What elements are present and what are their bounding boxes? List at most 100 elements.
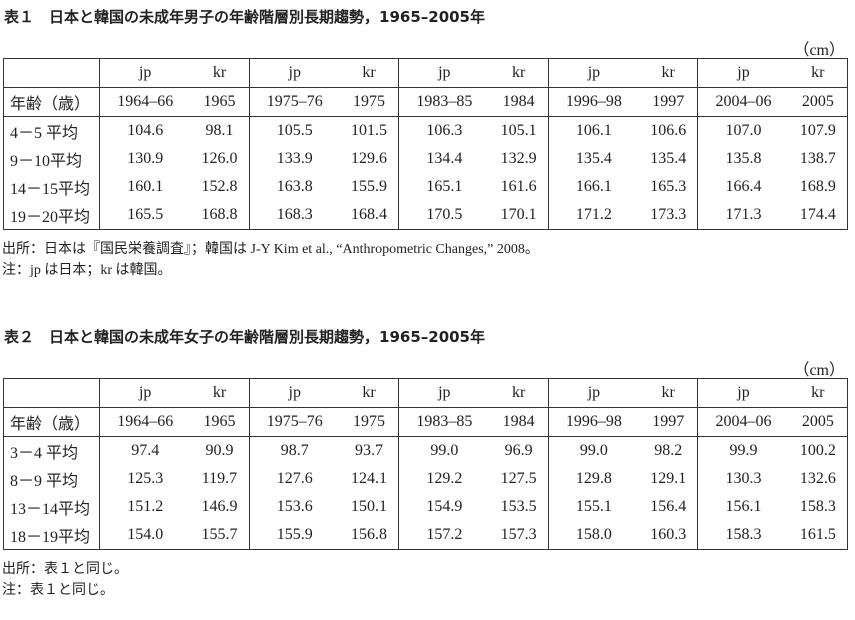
year-cell: 1983–85 [398,87,490,117]
header-cell: jp [398,378,490,408]
value-cell: 158.0 [575,526,612,543]
year-cell: 1965 [190,407,250,437]
value-cell: 171.2 [575,206,612,223]
corner-cell [3,58,100,88]
value-cell: 129.1 [639,465,699,493]
value-cell: 150.1 [339,493,400,521]
row-label: 13－14平均 [3,493,100,521]
header-cell: kr [788,378,848,408]
value-cell: 155.7 [190,521,250,550]
header-cell: kr [339,58,400,88]
value-cell: 98.1 [190,116,250,145]
year-cell: 1984 [489,87,549,117]
value-cell: 156.8 [339,521,400,550]
data-row: 19－20平均 165.5 168.8 168.3 168.4 170.5 170.1 171… [3,201,848,230]
value-cell: 170.1 [489,201,549,230]
value-cell: 146.9 [190,493,250,521]
value-cell: 166.4 [725,178,762,195]
value-cell: 97.4 [131,442,160,459]
value-cell: 161.6 [489,173,549,201]
value-cell: 170.5 [426,206,463,223]
value-cell: 155.1 [575,498,612,515]
value-cell: 99.0 [579,442,608,459]
value-cell: 160.1 [127,178,164,195]
year-row: 年齢（歳） 1964–66 1965 1975–76 1975 1983–85 1984 19… [3,407,848,437]
value-cell: 98.2 [639,436,699,465]
value-cell: 157.2 [426,526,463,543]
header-cell: kr [190,58,250,88]
year-cell: 1964–66 [99,407,191,437]
value-cell: 129.8 [575,470,612,487]
year-cell: 1983–85 [398,407,490,437]
value-cell: 132.6 [788,465,848,493]
value-cell: 165.3 [639,173,699,201]
value-cell: 135.4 [639,145,699,173]
unit-label: （cm） [793,362,845,379]
value-cell: 166.1 [575,178,612,195]
value-cell: 161.5 [788,521,848,550]
note: 注：jp は日本；kr は韓国。 [2,263,172,278]
value-cell: 106.1 [575,122,612,139]
year-cell: 2004–06 [697,407,789,437]
table-block: 表１ 日本と韓国の未成年男子の年齢階層別長期趨勢，1965–2005年 （cm） j… [0,6,855,296]
row-label: 18－19平均 [3,521,100,550]
year-cell: 2005 [788,87,848,117]
year-cell: 1997 [639,407,699,437]
year-cell: 1975 [339,87,400,117]
value-cell: 151.2 [127,498,164,515]
year-cell: 1996–98 [548,87,640,117]
value-cell: 90.9 [190,436,250,465]
value-cell: 130.9 [127,150,164,167]
header-cell: kr [639,378,699,408]
table-title: 表２ 日本と韓国の未成年女子の年齢階層別長期趨勢，1965–2005年 [4,328,485,346]
header-cell: jp [99,58,191,88]
value-cell: 96.9 [489,436,549,465]
table-block: 表２ 日本と韓国の未成年女子の年齢階層別長期趨勢，1965–2005年 （cm） j… [0,326,855,616]
data-row: 13－14平均 151.2 146.9 153.6 150.1 154.9 153.5 155… [3,493,848,521]
value-cell: 173.3 [639,201,699,230]
value-cell: 163.8 [276,178,313,195]
header-cell: jp [249,58,340,88]
value-cell: 154.9 [426,498,463,515]
row-label: 年齢（歳） [3,87,100,117]
row-label: 19－20平均 [3,201,100,230]
value-cell: 124.1 [339,465,400,493]
value-cell: 156.4 [639,493,699,521]
year-cell: 2004–06 [697,87,789,117]
value-cell: 104.6 [127,122,164,139]
year-cell: 2005 [788,407,848,437]
value-cell: 157.3 [489,521,549,550]
value-cell: 171.3 [725,206,762,223]
value-cell: 154.0 [127,526,164,543]
value-cell: 134.4 [426,150,463,167]
year-cell: 1964–66 [99,87,191,117]
value-cell: 153.5 [489,493,549,521]
value-cell: 127.6 [276,470,313,487]
data-table: jp kr jp kr jp kr jp kr jp kr 年齢（歳） 1964–66 1965 1975… [3,58,848,230]
header-cell: kr [788,58,848,88]
header-cell: kr [639,58,699,88]
value-cell: 107.0 [725,122,762,139]
row-label: 4－5 平均 [3,116,100,145]
year-row: 年齢（歳） 1964–66 1965 1975–76 1975 1983–85 1984 19… [3,87,848,117]
value-cell: 138.7 [788,145,848,173]
header-row: jp kr jp kr jp kr jp kr jp kr [3,58,848,88]
row-label: 3－4 平均 [3,436,100,465]
data-row: 3－4 平均 97.4 90.9 98.7 93.7 99.0 96.9 99.0 98.2 99… [3,436,848,465]
note: 注：表１と同じ。 [2,583,114,598]
header-cell: jp [249,378,340,408]
header-cell: jp [99,378,191,408]
value-cell: 119.7 [190,465,250,493]
value-cell: 165.1 [426,178,463,195]
header-cell: jp [548,378,640,408]
data-table: jp kr jp kr jp kr jp kr jp kr 年齢（歳） 1964–66 1965 1975… [3,378,848,550]
header-row: jp kr jp kr jp kr jp kr jp kr [3,378,848,408]
row-label: 9－10平均 [3,145,100,173]
value-cell: 106.3 [426,122,463,139]
year-cell: 1975–76 [249,407,340,437]
value-cell: 125.3 [127,470,164,487]
value-cell: 101.5 [339,116,400,145]
header-cell: kr [190,378,250,408]
value-cell: 158.3 [725,526,762,543]
value-cell: 168.9 [788,173,848,201]
